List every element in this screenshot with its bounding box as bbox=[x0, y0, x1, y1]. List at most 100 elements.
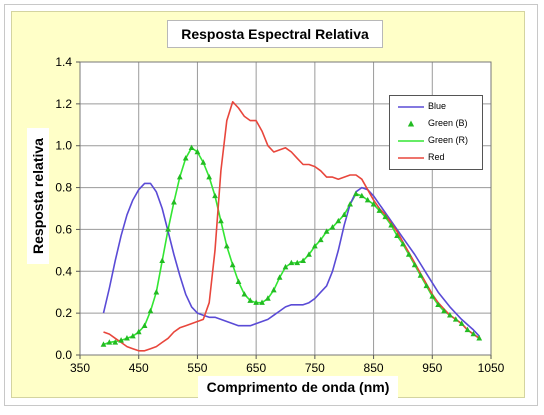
y-tick-label: 0.6 bbox=[55, 222, 72, 236]
legend-swatch-green-r bbox=[398, 140, 424, 142]
data-point-green-b bbox=[300, 257, 306, 264]
data-point-green-b bbox=[229, 261, 236, 268]
data-point-green-b bbox=[358, 192, 365, 199]
data-point-green-b bbox=[223, 242, 230, 249]
y-axis-label: Resposta relativa bbox=[30, 138, 46, 254]
legend-label-green-r: Green (R) bbox=[428, 135, 469, 145]
legend-swatch-green-b bbox=[407, 120, 415, 127]
data-point-green-b bbox=[476, 335, 483, 341]
x-axis-label-text: Comprimento de onda (nm) bbox=[206, 379, 390, 395]
x-tick-label: 650 bbox=[246, 361, 266, 375]
data-point-green-b bbox=[176, 173, 183, 180]
y-tick-label: 0.0 bbox=[55, 348, 72, 362]
data-point-green-b bbox=[306, 251, 312, 257]
data-point-green-b bbox=[235, 278, 242, 284]
data-point-green-b bbox=[341, 211, 348, 218]
legend-item-green-r: Green (R) bbox=[390, 134, 482, 148]
x-axis-label: Comprimento de onda (nm) bbox=[198, 376, 398, 398]
y-tick-label: 1.2 bbox=[55, 97, 72, 111]
legend-swatch-red bbox=[398, 157, 424, 159]
x-tick-label: 950 bbox=[422, 361, 442, 375]
data-point-green-b bbox=[423, 282, 430, 289]
data-point-green-b bbox=[417, 272, 424, 278]
legend-item-blue: Blue bbox=[390, 100, 482, 114]
data-point-green-b bbox=[118, 337, 124, 343]
data-point-green-b bbox=[411, 261, 418, 268]
data-point-green-b bbox=[323, 228, 330, 234]
data-point-green-b bbox=[282, 263, 289, 270]
data-point-green-b bbox=[171, 199, 177, 205]
data-point-green-b bbox=[135, 328, 142, 335]
data-point-green-b bbox=[470, 330, 477, 337]
data-point-green-b bbox=[376, 207, 383, 213]
y-tick-label: 0.2 bbox=[55, 306, 72, 320]
data-point-green-b bbox=[141, 322, 148, 328]
chart-title: Resposta Espectral Relativa bbox=[167, 20, 383, 48]
data-point-green-b bbox=[147, 307, 154, 314]
data-point-green-b bbox=[253, 299, 260, 305]
data-point-green-b bbox=[394, 232, 400, 238]
data-point-green-b bbox=[405, 251, 412, 257]
data-point-green-b bbox=[182, 155, 189, 161]
data-point-green-b bbox=[370, 201, 377, 207]
data-point-green-b bbox=[364, 196, 371, 203]
data-point-green-b bbox=[194, 148, 201, 155]
y-axis-label-background bbox=[27, 128, 49, 264]
data-point-green-b bbox=[124, 335, 130, 341]
data-point-green-b bbox=[265, 295, 271, 301]
data-point-green-b bbox=[335, 217, 342, 224]
legend-label-red: Red bbox=[428, 152, 445, 162]
data-point-green-b bbox=[329, 224, 336, 230]
y-tick-label: 0.8 bbox=[55, 181, 72, 195]
x-tick-label: 1050 bbox=[478, 361, 505, 375]
data-point-green-b bbox=[188, 144, 195, 151]
y-tick-label: 0.4 bbox=[55, 264, 72, 278]
y-tick-label: 1.0 bbox=[55, 139, 72, 153]
data-point-green-b bbox=[435, 301, 442, 308]
data-point-green-b bbox=[106, 339, 113, 345]
y-tick-label: 1.4 bbox=[55, 55, 72, 69]
data-point-green-b bbox=[100, 341, 107, 347]
data-point-green-b bbox=[212, 192, 218, 199]
chart-title-text: Resposta Espectral Relativa bbox=[181, 26, 369, 42]
data-point-green-b bbox=[129, 332, 136, 339]
data-point-green-b bbox=[200, 159, 207, 165]
data-point-green-b bbox=[294, 259, 301, 266]
data-point-green-b bbox=[347, 201, 353, 207]
legend-marker bbox=[407, 120, 415, 127]
data-point-green-b bbox=[464, 326, 471, 333]
data-point-green-b bbox=[311, 242, 318, 249]
data-point-green-b bbox=[159, 257, 166, 264]
x-tick-label: 750 bbox=[305, 361, 325, 375]
chart-legend: Blue Green (B) Green (R) Red bbox=[389, 95, 483, 170]
legend-item-green-b: Green (B) bbox=[390, 117, 482, 131]
data-point-green-b bbox=[429, 293, 436, 299]
plot-border bbox=[79, 61, 492, 356]
data-point-green-b bbox=[458, 320, 465, 326]
legend-label-blue: Blue bbox=[428, 101, 447, 111]
series-line-blue bbox=[102, 182, 480, 337]
x-tick-label: 850 bbox=[364, 361, 384, 375]
data-point-green-b bbox=[317, 236, 324, 243]
data-point-green-b bbox=[400, 240, 406, 247]
x-tick-label: 450 bbox=[129, 361, 149, 375]
data-point-green-b bbox=[241, 291, 248, 297]
data-point-green-b bbox=[153, 289, 160, 295]
legend-label-green-b: Green (B) bbox=[428, 118, 468, 128]
data-point-green-b bbox=[112, 339, 119, 345]
data-point-green-b bbox=[447, 312, 453, 318]
legend-swatch-blue bbox=[398, 106, 424, 108]
data-point-green-b bbox=[288, 259, 295, 266]
data-point-green-b bbox=[247, 297, 254, 303]
legend-item-red: Red bbox=[390, 151, 482, 165]
data-point-green-b bbox=[276, 274, 283, 280]
data-point-green-b bbox=[382, 213, 389, 220]
x-tick-label: 350 bbox=[70, 361, 90, 375]
data-point-green-b bbox=[206, 173, 213, 180]
data-point-green-b bbox=[218, 217, 224, 224]
data-point-green-b bbox=[452, 316, 459, 322]
x-tick-label: 550 bbox=[187, 361, 207, 375]
data-point-green-b bbox=[259, 299, 265, 305]
data-point-green-b bbox=[353, 190, 359, 197]
